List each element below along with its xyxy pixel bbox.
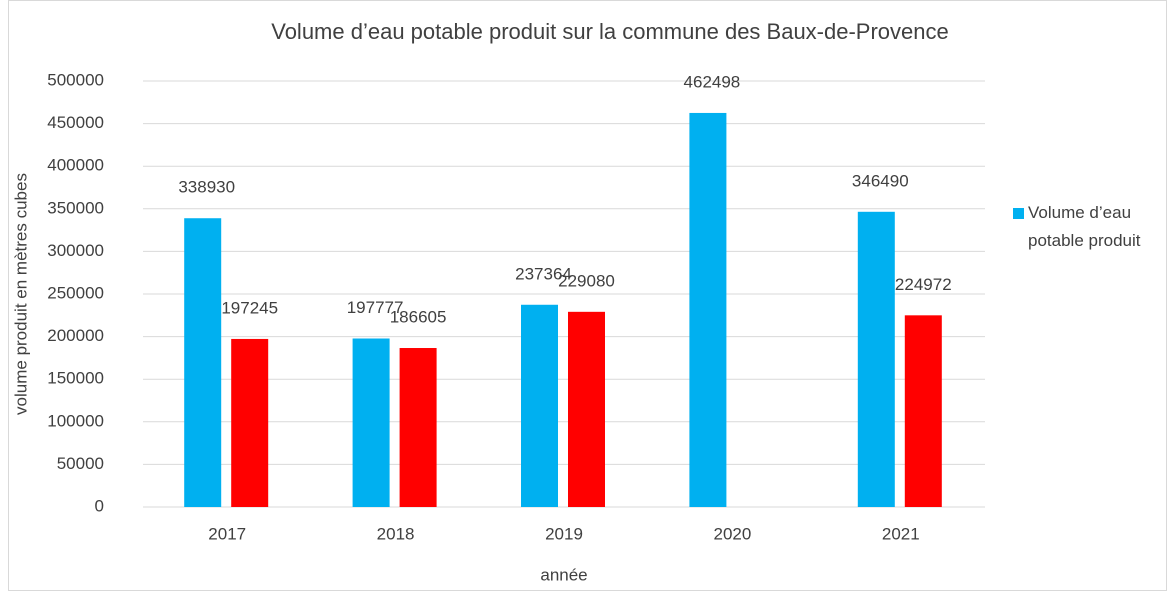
bar [184, 218, 222, 508]
x-tick-label: 2019 [545, 524, 583, 543]
data-label: 229080 [558, 271, 615, 290]
data-label: 197245 [221, 298, 278, 317]
y-tick-label: 0 [95, 496, 104, 515]
data-label: 197777 [347, 298, 404, 317]
legend-label: Volume d’eau potable produit [1028, 203, 1141, 250]
data-label: 224972 [895, 275, 952, 294]
legend-swatch [1013, 208, 1024, 219]
data-label: 186605 [390, 307, 447, 326]
bar [352, 338, 390, 507]
bar [568, 311, 605, 507]
y-tick-label: 450000 [47, 113, 104, 132]
legend: Volume d’eau potable produit [1013, 199, 1163, 255]
y-tick-label: 400000 [47, 156, 104, 175]
bar [904, 315, 942, 507]
bar [399, 348, 437, 507]
y-tick-label: 350000 [47, 198, 104, 217]
x-tick-label: 2021 [882, 524, 920, 543]
data-label: 462498 [684, 72, 741, 91]
bar [521, 304, 558, 507]
data-label: 338930 [178, 178, 235, 197]
y-tick-label: 250000 [47, 283, 104, 302]
x-tick-label: 2018 [377, 524, 415, 543]
data-label: 346490 [852, 171, 909, 190]
bar [231, 338, 269, 507]
y-tick-label: 200000 [47, 326, 104, 345]
x-tick-label: 2020 [713, 524, 751, 543]
bar [857, 211, 895, 507]
y-tick-label: 50000 [57, 454, 104, 473]
y-tick-label: 500000 [47, 70, 104, 89]
y-tick-label: 150000 [47, 369, 104, 388]
y-tick-label: 300000 [47, 241, 104, 260]
y-tick-label: 100000 [47, 411, 104, 430]
chart-title: Volume d’eau potable produit sur la comm… [271, 19, 949, 44]
data-label: 237364 [515, 264, 572, 283]
y-axis-label: volume produit en mètres cubes [11, 173, 30, 415]
x-axis-label: année [540, 565, 587, 584]
bar [689, 112, 727, 507]
x-tick-label: 2017 [208, 524, 246, 543]
